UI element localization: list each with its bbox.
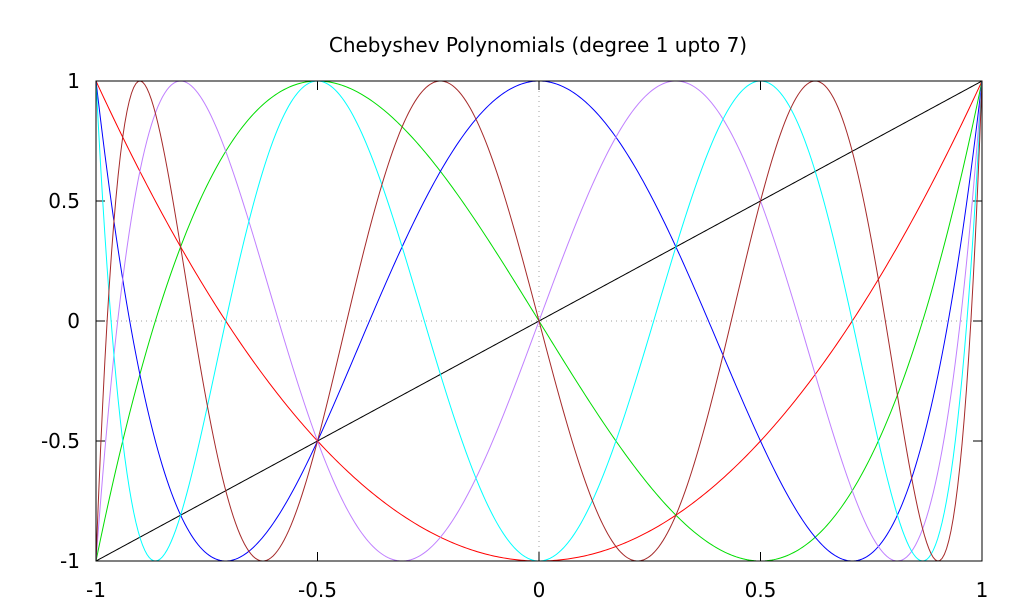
y-tick-label: 1 bbox=[67, 69, 80, 93]
x-tick-label: 0 bbox=[533, 578, 546, 602]
x-tick-label: 1 bbox=[976, 578, 989, 602]
y-tick-label: -1 bbox=[60, 549, 80, 573]
x-tick-label: -1 bbox=[86, 578, 106, 602]
series-line-degree-7 bbox=[95, 80, 983, 562]
y-tick-label: 0 bbox=[67, 309, 80, 333]
x-tick-label: -0.5 bbox=[298, 578, 337, 602]
y-tick-label: -0.5 bbox=[41, 429, 80, 453]
x-tick-label: 0.5 bbox=[745, 578, 777, 602]
chart-title: Chebyshev Polynomials (degree 1 upto 7) bbox=[329, 33, 747, 57]
plot-frame bbox=[95, 80, 983, 562]
tick-labels: -1 -0.5 0 0.5 1 -1 -0.5 0 0.5 1 bbox=[41, 69, 988, 602]
y-tick-label: 0.5 bbox=[48, 189, 80, 213]
series-layer bbox=[95, 80, 983, 562]
